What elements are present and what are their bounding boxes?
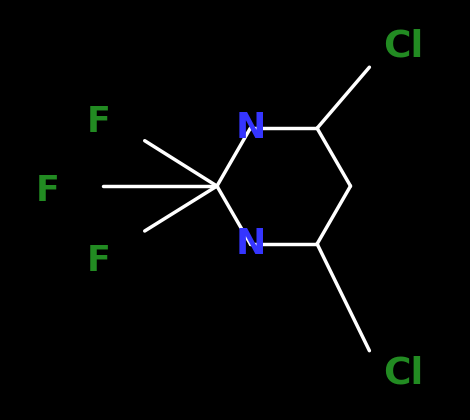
Text: F: F [86,105,110,139]
Text: F: F [86,244,110,278]
Text: N: N [235,227,266,261]
Text: Cl: Cl [383,356,423,392]
Text: N: N [235,111,266,145]
Text: Cl: Cl [383,28,423,64]
Text: F: F [36,174,60,208]
